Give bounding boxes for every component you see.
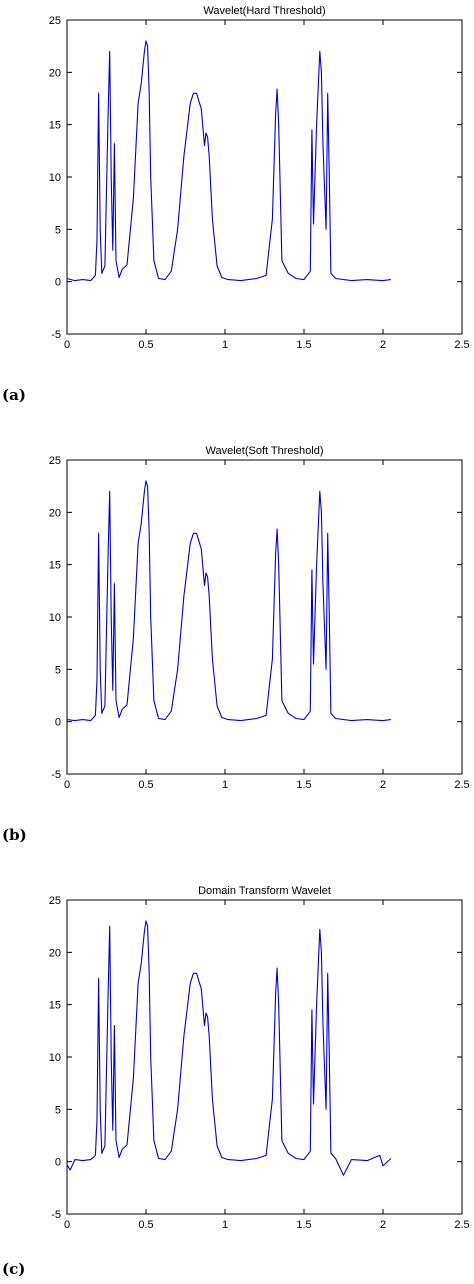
y-tick-label: 0 <box>55 1157 61 1169</box>
x-tick-label: 0.5 <box>138 339 153 351</box>
plot-frame <box>66 459 463 775</box>
x-tick-label: 0.5 <box>138 1219 153 1231</box>
x-tick-label: 2.5 <box>454 1219 469 1231</box>
x-tick-label: 2.5 <box>454 779 469 791</box>
chart-svg-a: Wavelet(Hard Threshold)0 0.5 1 1.5 2 2.5-5051… <box>49 5 470 351</box>
chart-svg-b: Wavelet(Soft Threshold)0 0.5 1 1.5 2 2.5-5051… <box>49 445 470 791</box>
x-tick-label: 1.5 <box>296 1219 311 1231</box>
x-tick-label: 0 <box>64 779 70 791</box>
chart-panel-a: Wavelet(Hard Threshold) 0 0.5 1 1.5 2 2.5 -5 0 5 1… <box>0 0 474 404</box>
plot-frame <box>66 899 463 1215</box>
chart-title: Wavelet(Hard Threshold) <box>203 5 325 17</box>
y-tick-label: 5 <box>55 664 61 676</box>
x-tick-label: 2 <box>380 339 386 351</box>
y-tick-label: -5 <box>51 1209 61 1221</box>
panel-label-b: (b) <box>2 826 27 844</box>
x-tick-label: 1.5 <box>296 779 311 791</box>
y-tick-label: 10 <box>49 612 61 624</box>
y-tick-label: 0 <box>55 717 61 729</box>
y-tick-label: 20 <box>49 947 61 959</box>
panel-label-c: (c) <box>2 1260 26 1278</box>
series-line <box>66 40 391 282</box>
chart-panel-b: Wavelet(Soft Threshold) 0 0.5 1 1.5 2 2.5 -5 0 5 1… <box>0 440 474 844</box>
y-tick-label: 15 <box>49 560 61 572</box>
x-tick-label: 2 <box>380 779 386 791</box>
y-tick-label: 15 <box>49 1000 61 1012</box>
x-tick-label: 0.5 <box>138 779 153 791</box>
chart-title: Wavelet(Soft Threshold) <box>206 445 324 457</box>
y-tick-label: 5 <box>55 1104 61 1116</box>
plot-frame <box>66 19 463 335</box>
y-tick-label: 25 <box>49 15 61 27</box>
x-tick-label: 1 <box>222 1219 228 1231</box>
series-line <box>66 480 391 722</box>
y-tick-label: -5 <box>51 329 61 341</box>
x-tick-label: 0 <box>64 339 70 351</box>
chart-panel-c: Domain Transform Wavelet 0 0.5 1 1.5 2 2.5 -5 0 5… <box>0 880 474 1278</box>
panel-label-a: (a) <box>2 386 26 404</box>
y-tick-label: 10 <box>49 1052 61 1064</box>
y-tick-label: 15 <box>49 120 61 132</box>
y-tick-label: 25 <box>49 455 61 467</box>
y-tick-label: 10 <box>49 172 61 184</box>
y-tick-label: 20 <box>49 67 61 79</box>
y-tick-label: 0 <box>55 277 61 289</box>
y-tick-label: -5 <box>51 769 61 781</box>
chart-title: Domain Transform Wavelet <box>198 885 331 897</box>
x-tick-label: 1 <box>222 339 228 351</box>
y-tick-label: 20 <box>49 507 61 519</box>
x-tick-label: 2 <box>380 1219 386 1231</box>
x-tick-label: 1.5 <box>296 339 311 351</box>
x-tick-label: 1 <box>222 779 228 791</box>
series-line <box>66 920 392 1176</box>
x-tick-label: 2.5 <box>454 339 469 351</box>
x-tick-label: 0 <box>64 1219 70 1231</box>
y-tick-label: 25 <box>49 895 61 907</box>
y-tick-label: 5 <box>55 224 61 236</box>
